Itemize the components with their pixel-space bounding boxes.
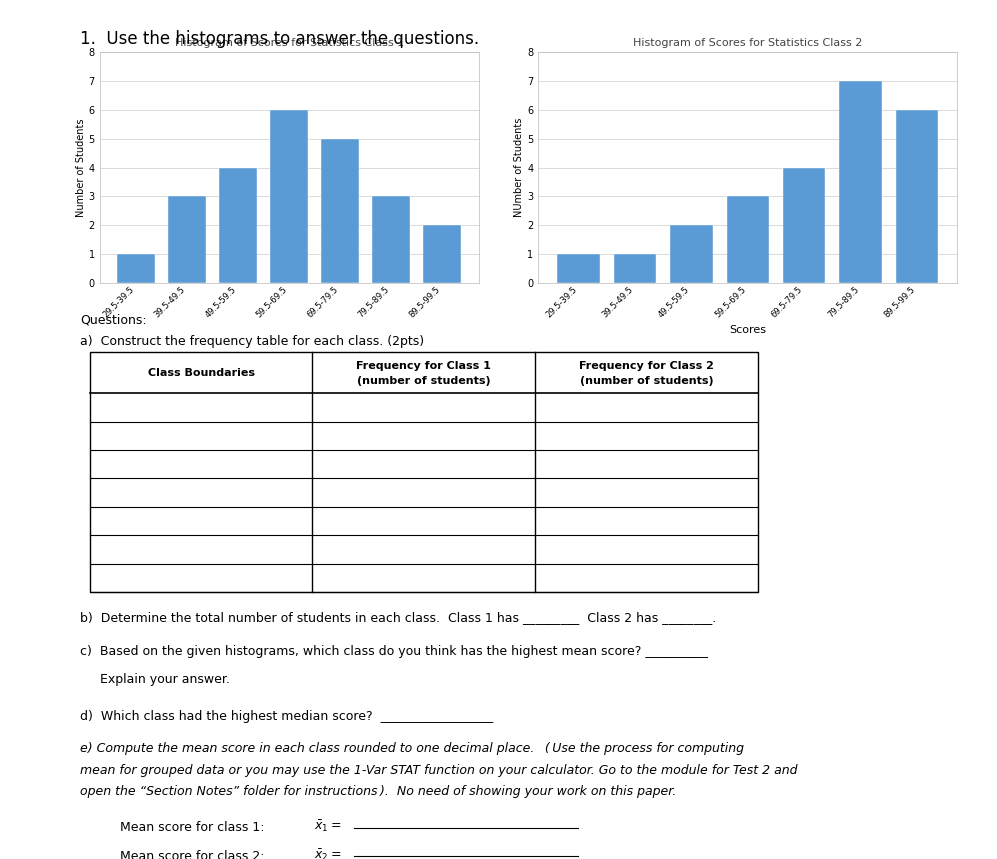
Text: Mean score for class 2:: Mean score for class 2:	[120, 850, 268, 859]
Bar	[321, 138, 359, 283]
Bar	[557, 254, 600, 283]
Bar	[219, 168, 257, 283]
Text: mean for grouped data or you may use the 1-Var STAT function on your calculator.: mean for grouped data or you may use the…	[80, 764, 798, 777]
Bar	[614, 254, 656, 283]
X-axis label: Scores: Scores	[729, 325, 767, 335]
Bar	[670, 225, 713, 283]
Text: Mean score for class 1:: Mean score for class 1:	[120, 821, 268, 834]
Text: $\bar{x}_2 =$: $\bar{x}_2 =$	[314, 847, 342, 859]
Y-axis label: NUmber of Students: NUmber of Students	[514, 118, 524, 217]
Text: Questions:: Questions:	[80, 314, 147, 326]
Bar	[423, 225, 462, 283]
Text: open the “Section Notes” folder for instructions ).  No need of showing your wor: open the “Section Notes” folder for inst…	[80, 785, 676, 798]
Bar	[895, 109, 938, 283]
Text: (number of students): (number of students)	[579, 376, 713, 387]
Text: d)  Which class had the highest median score?  __________________: d) Which class had the highest median sc…	[80, 710, 493, 722]
Text: Class Boundaries: Class Boundaries	[148, 368, 254, 378]
Text: 1.  Use the histograms to answer the questions.: 1. Use the histograms to answer the ques…	[80, 30, 479, 48]
Title: Histogram of Scores for Statistics Class 2: Histogram of Scores for Statistics Class…	[633, 38, 862, 48]
Y-axis label: Number of Students: Number of Students	[76, 119, 86, 216]
Text: Frequency for Class 2: Frequency for Class 2	[579, 361, 714, 371]
Bar	[839, 81, 881, 283]
Bar	[117, 254, 156, 283]
Bar	[783, 168, 826, 283]
Text: $\bar{x}_1 =$: $\bar{x}_1 =$	[314, 819, 342, 834]
Bar	[167, 197, 206, 283]
Text: Explain your answer.: Explain your answer.	[100, 673, 229, 685]
Title: Histogram of Scores for Statistics Class 1: Histogram of Scores for Statistics Class…	[174, 38, 404, 48]
Bar	[372, 197, 411, 283]
Text: Frequency for Class 1: Frequency for Class 1	[356, 361, 492, 371]
Text: c)  Based on the given histograms, which class do you think has the highest mean: c) Based on the given histograms, which …	[80, 645, 708, 658]
Text: b)  Determine the total number of students in each class.  Class 1 has _________: b) Determine the total number of student…	[80, 611, 716, 624]
Bar	[270, 109, 308, 283]
Text: (number of students): (number of students)	[357, 376, 491, 387]
Bar	[727, 197, 769, 283]
Text: a)  Construct the frequency table for each class. (2pts): a) Construct the frequency table for eac…	[80, 335, 424, 348]
Text: e) Compute the mean score in each class rounded to one decimal place.   ( Use th: e) Compute the mean score in each class …	[80, 742, 744, 755]
